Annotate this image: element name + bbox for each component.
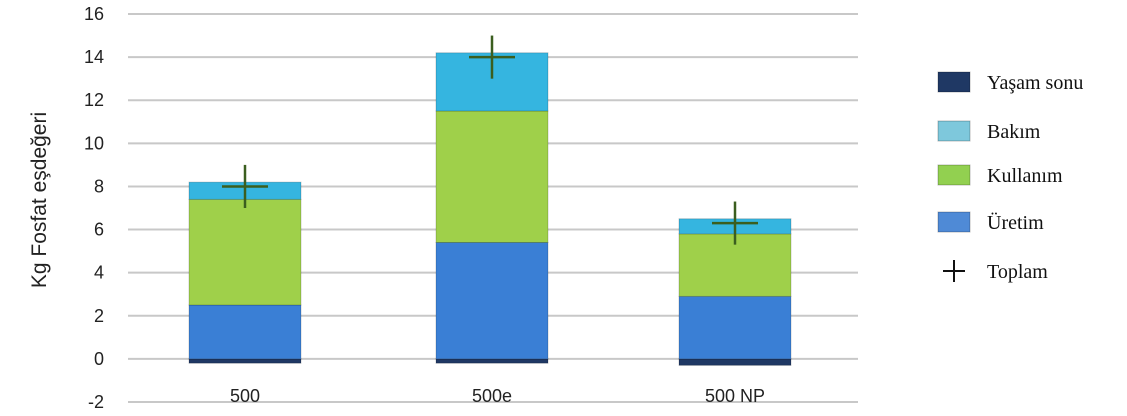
y-tick-label: 8 bbox=[94, 176, 104, 196]
y-tick-label: 0 bbox=[94, 349, 104, 369]
total-markers bbox=[222, 35, 758, 245]
y-tick-label: -2 bbox=[88, 392, 104, 412]
legend-swatch bbox=[937, 211, 971, 233]
y-tick-label: 14 bbox=[84, 47, 104, 67]
bar-segment bbox=[678, 295, 792, 360]
y-axis-ticks: -2 0 2 4 6 8 10 12 14 16 bbox=[84, 4, 104, 412]
y-tick-label: 2 bbox=[94, 306, 104, 326]
y-tick-label: 10 bbox=[84, 133, 104, 153]
legend-swatch bbox=[937, 120, 971, 142]
legend-swatch bbox=[937, 71, 971, 93]
bars bbox=[188, 52, 792, 366]
x-tick-label: 500 bbox=[230, 386, 260, 406]
legend-label: Bakım bbox=[987, 121, 1041, 143]
bar-segment bbox=[435, 358, 549, 364]
x-tick-label: 500e bbox=[472, 386, 512, 406]
bar-segment bbox=[188, 304, 302, 360]
legend-label: Üretim bbox=[987, 211, 1044, 234]
bar-segment bbox=[435, 241, 549, 360]
legend-label: Kullanım bbox=[987, 165, 1063, 187]
bar-segment bbox=[188, 198, 302, 306]
bar-segment bbox=[435, 110, 549, 243]
bar-segment bbox=[188, 358, 302, 364]
legend-label: Toplam bbox=[987, 261, 1048, 283]
bar-segment bbox=[678, 358, 792, 366]
legend-label: Yaşam sonu bbox=[987, 72, 1083, 94]
legend: Yaşam sonu Bakım Kullanım Üretim Toplam bbox=[937, 71, 1083, 283]
y-tick-label: 16 bbox=[84, 4, 104, 24]
x-axis-ticks: 500 500e 500 NP bbox=[230, 386, 765, 406]
y-tick-label: 4 bbox=[94, 263, 104, 283]
legend-swatch bbox=[937, 164, 971, 186]
y-axis-label: Kg Fosfat eşdeğeri bbox=[28, 112, 51, 288]
y-tick-label: 6 bbox=[94, 220, 104, 240]
x-tick-label: 500 NP bbox=[705, 386, 765, 406]
y-tick-label: 12 bbox=[84, 90, 104, 110]
